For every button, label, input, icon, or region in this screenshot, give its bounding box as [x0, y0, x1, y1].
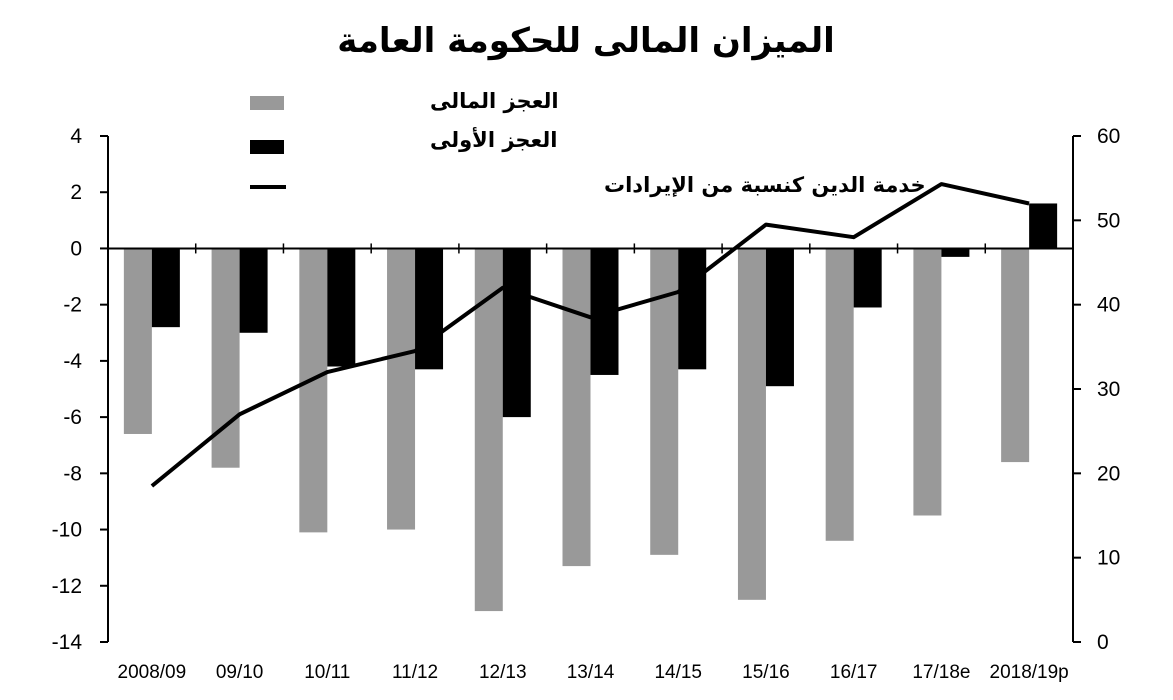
legend-swatch-fiscal-deficit	[250, 96, 284, 110]
bar-primary-deficit	[765, 248, 794, 387]
y-left-tick-label: -12	[52, 575, 82, 598]
y-right-tick-label: 0	[1097, 631, 1109, 654]
bar-fiscal-deficit	[737, 248, 766, 600]
bar-fiscal-deficit	[1001, 248, 1030, 463]
x-category-label: 2018/19p	[990, 662, 1069, 683]
bar-fiscal-deficit	[913, 248, 942, 516]
bar-primary-deficit	[502, 248, 531, 418]
y-left-tick-label: -8	[63, 462, 82, 485]
y-right-tick-label: 50	[1097, 209, 1120, 232]
bar-fiscal-deficit	[825, 248, 854, 541]
y-left-tick-label: -10	[52, 519, 82, 542]
x-category-label: 11/12	[392, 662, 438, 683]
y-right-tick-label: 40	[1097, 294, 1120, 317]
x-category-label: 2008/09	[118, 662, 187, 683]
plot-area: -14-12-10-8-6-4-202401020304050602008/09…	[52, 125, 1121, 683]
bar-primary-deficit	[941, 248, 970, 257]
legend: العجز المالى العجز الأولى خدمة الدين كنس…	[250, 89, 926, 197]
x-category-label: 10/11	[304, 662, 350, 683]
legend-label-primary-deficit: العجز الأولى	[430, 126, 557, 152]
line-debt-service	[150, 182, 1030, 488]
y-right-tick-label: 60	[1097, 125, 1120, 148]
y-right-tick-label: 30	[1097, 378, 1120, 401]
y-right-tick-label: 10	[1097, 547, 1120, 570]
y-left-tick-label: 2	[70, 181, 82, 204]
legend-swatch-primary-deficit	[250, 140, 284, 154]
y-left-tick-label: -14	[52, 631, 83, 654]
y-right-tick-label: 20	[1097, 462, 1120, 485]
bar-primary-deficit	[853, 248, 882, 308]
y-left-tick-label: -6	[63, 406, 82, 429]
y-left-tick-label: -4	[63, 350, 82, 373]
bar-primary-deficit	[415, 248, 444, 370]
y-left-tick-label: 0	[70, 237, 82, 260]
bar-fiscal-deficit	[299, 248, 328, 533]
bar-primary-deficit	[239, 248, 268, 333]
legend-label-debt-service: خدمة الدين كنسبة من الإيرادات	[604, 173, 926, 197]
x-category-label: 09/10	[216, 662, 264, 683]
bar-primary-deficit	[151, 248, 180, 328]
x-category-label: 15/16	[742, 662, 790, 683]
bar-primary-deficit	[1029, 203, 1058, 249]
legend-label-fiscal-deficit: العجز المالى	[430, 89, 559, 113]
bar-primary-deficit	[678, 248, 707, 370]
x-category-label: 17/18e	[912, 662, 970, 683]
bar-fiscal-deficit	[123, 248, 152, 434]
y-left-tick-label: -2	[63, 294, 82, 317]
x-category-label: 12/13	[479, 662, 527, 683]
bar-fiscal-deficit	[387, 248, 416, 530]
chart-title: الميزان المالى للحكومة العامة	[337, 21, 835, 61]
x-category-label: 13/14	[567, 662, 615, 683]
y-left-tick-label: 4	[70, 125, 82, 148]
bar-fiscal-deficit	[562, 248, 591, 567]
bar-primary-deficit	[327, 248, 356, 367]
bar-fiscal-deficit	[474, 248, 503, 612]
x-category-label: 14/15	[654, 662, 702, 683]
x-category-label: 16/17	[830, 662, 878, 683]
